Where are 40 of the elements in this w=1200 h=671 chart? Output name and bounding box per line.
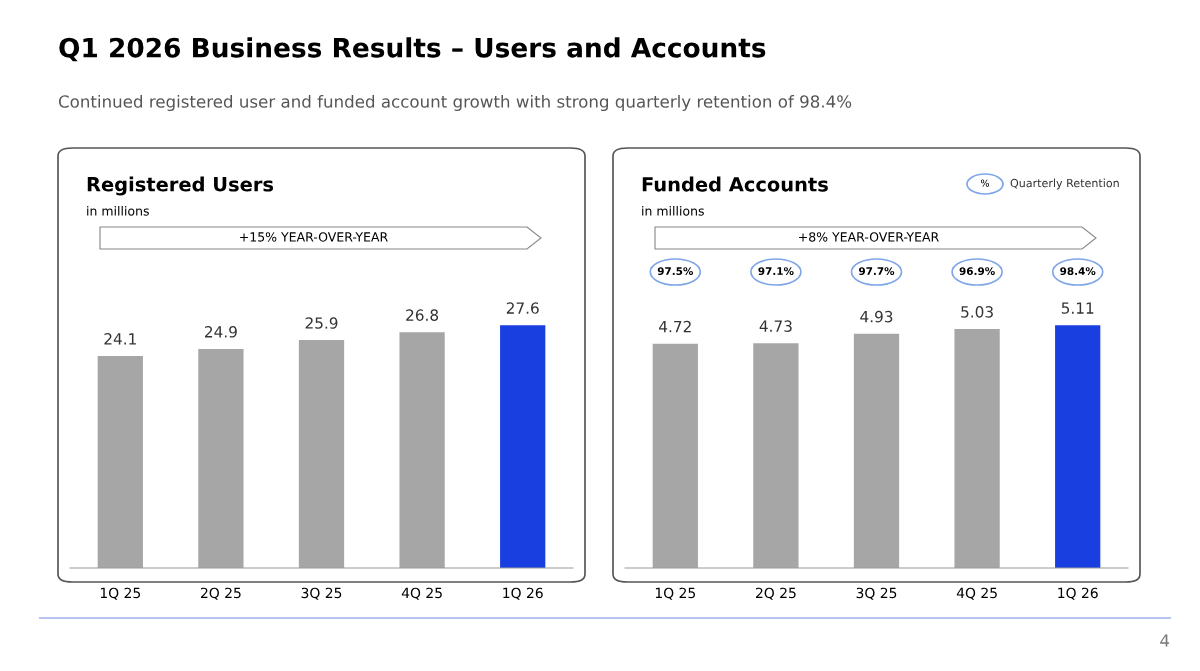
- text: 98.4%: [1060, 267, 1096, 276]
- bar: [753, 343, 799, 568]
- data-label: 25.9: [305, 317, 338, 329]
- data-label: 5.03: [961, 306, 993, 318]
- data-label: 26.8: [406, 309, 439, 321]
- text: 4: [1160, 634, 1170, 647]
- chart-title: Registered Users: [87, 176, 274, 196]
- text: 97.7%: [858, 267, 895, 276]
- text: % Quarterly Retention: [980, 178, 1119, 190]
- x-tick-label: 1Q 26: [1058, 587, 1098, 600]
- x-tick-label: 1Q 25: [100, 587, 141, 600]
- text: 97.5%: [657, 267, 694, 276]
- bar: [853, 333, 900, 568]
- x-tick-label: 4Q 25: [401, 587, 442, 600]
- data-label: 5.11: [1061, 302, 1094, 314]
- x-tick-label: 3Q 25: [856, 587, 897, 600]
- text: 97.1%: [758, 267, 794, 276]
- data-label: 24.1: [104, 333, 136, 345]
- x-tick-label: 2Q 25: [200, 587, 241, 600]
- x-tick-label: 2Q 25: [755, 587, 796, 600]
- bar: [954, 328, 1000, 568]
- chart-title: Funded Accounts: [642, 176, 828, 192]
- data-label: 4.93: [860, 310, 893, 323]
- text: +15% YEAR-OVER-YEAR: [240, 232, 388, 242]
- x-tick-label: 4Q 25: [956, 587, 997, 600]
- x-tick-label: 1Q 26: [503, 587, 543, 600]
- bar: [652, 343, 698, 568]
- text: Q1 2026 Business Results – Users and Accounts: [59, 37, 766, 62]
- data-label: 4.72: [659, 320, 691, 333]
- x-tick-label: 3Q 25: [301, 587, 342, 600]
- bar: [1055, 325, 1101, 568]
- text: +8% YEAR-OVER-YEAR: [799, 232, 939, 242]
- text: Continued registered user and funded account growth with strong quarterly retention of 98.4%: [58, 94, 852, 112]
- chart-subtitle: in millions: [642, 205, 704, 216]
- chart-subtitle: in millions: [87, 205, 149, 216]
- data-label: 4.73: [759, 320, 792, 332]
- data-label: 27.6: [506, 302, 539, 314]
- x-tick-label: 1Q 25: [655, 587, 696, 600]
- data-label: 24.9: [205, 326, 237, 338]
- text: 96.9%: [959, 267, 995, 276]
